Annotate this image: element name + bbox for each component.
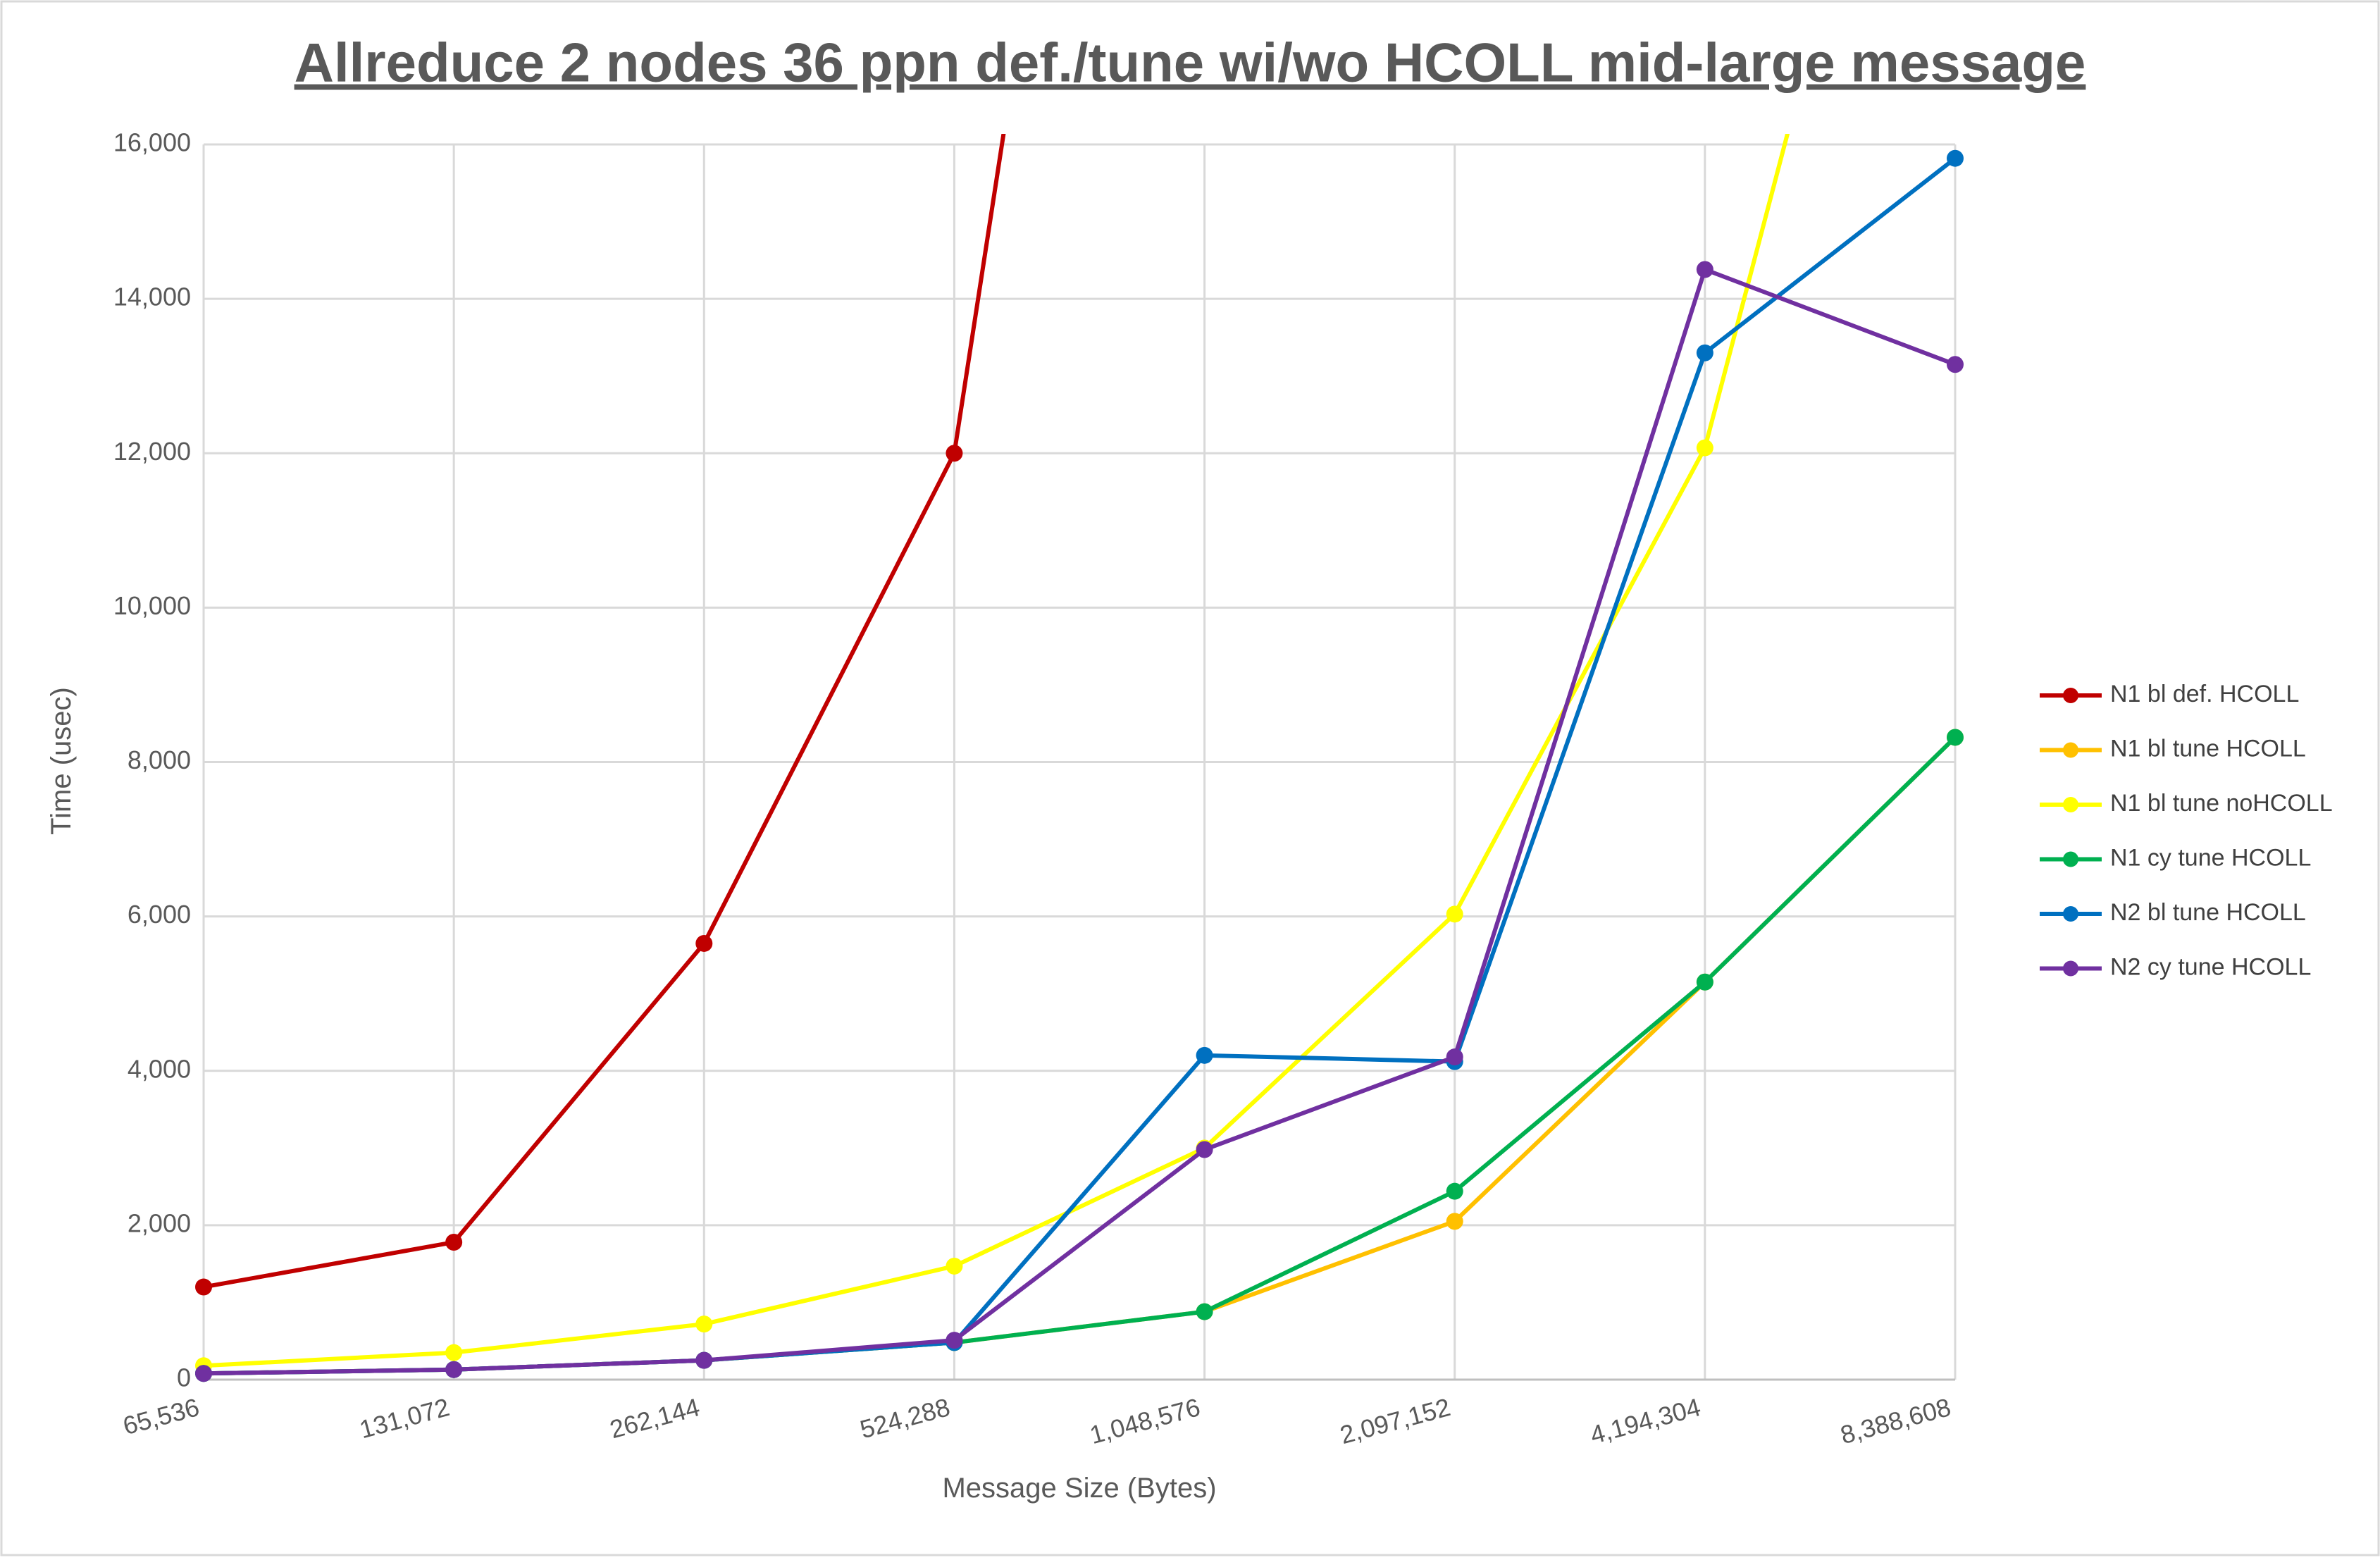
y-tick-label: 2,000: [128, 1208, 191, 1237]
plot-area: [195, 134, 1964, 1382]
legend-swatch-dot: [2063, 797, 2078, 812]
data-point: [1446, 1182, 1463, 1200]
data-point: [1196, 1303, 1213, 1320]
legend-label: N1 bl tune noHCOLL: [2110, 790, 2333, 817]
data-point: [445, 1361, 463, 1378]
data-point: [445, 1344, 463, 1361]
y-tick-label: 14,000: [113, 283, 191, 311]
legend-label: N1 bl def. HCOLL: [2110, 681, 2299, 707]
legend-label: N2 cy tune HCOLL: [2110, 953, 2311, 980]
data-point: [195, 1278, 212, 1296]
chart-title: Allreduce 2 nodes 36 ppn def./tune wi/wo…: [295, 32, 2086, 94]
data-point: [695, 1351, 713, 1369]
data-point: [1696, 344, 1713, 361]
data-point: [195, 1365, 212, 1382]
legend-swatch-dot: [2063, 742, 2078, 758]
data-point: [1446, 1213, 1463, 1230]
data-point: [1446, 905, 1463, 923]
legend-swatch-dot: [2063, 851, 2078, 867]
data-point: [946, 445, 963, 462]
y-tick-label: 8,000: [128, 745, 191, 774]
y-tick-label: 0: [177, 1363, 191, 1392]
data-point: [1696, 439, 1713, 457]
data-point: [1696, 973, 1713, 991]
x-axis-title: Message Size (Bytes): [942, 1473, 1216, 1504]
data-point: [1947, 729, 1964, 746]
data-point: [1196, 1046, 1213, 1064]
data-point: [1196, 1141, 1213, 1158]
y-tick-label: 16,000: [113, 128, 191, 157]
series-line: [203, 134, 1790, 1368]
data-point: [946, 1332, 963, 1349]
y-tick-label: 4,000: [128, 1054, 191, 1083]
y-tick-label: 12,000: [113, 437, 191, 466]
data-point: [1947, 149, 1964, 167]
data-point: [445, 1233, 463, 1251]
data-point: [695, 934, 713, 952]
data-point: [1446, 1048, 1463, 1066]
data-point: [946, 1257, 963, 1275]
legend-label: N2 bl tune HCOLL: [2110, 899, 2306, 926]
legend-label: N1 bl tune HCOLL: [2110, 735, 2306, 762]
legend-swatch-dot: [2063, 906, 2078, 922]
y-tick-label: 6,000: [128, 900, 191, 929]
legend-label: N1 cy tune HCOLL: [2110, 844, 2311, 871]
y-axis-title: Time (usec): [46, 687, 77, 835]
series-line: [203, 267, 1957, 1376]
data-point: [1696, 261, 1713, 278]
data-point: [695, 1316, 713, 1333]
legend-swatch-dot: [2063, 960, 2078, 977]
data-point: [1947, 356, 1964, 373]
y-tick-label: 10,000: [113, 591, 191, 620]
legend-swatch-dot: [2063, 688, 2078, 703]
